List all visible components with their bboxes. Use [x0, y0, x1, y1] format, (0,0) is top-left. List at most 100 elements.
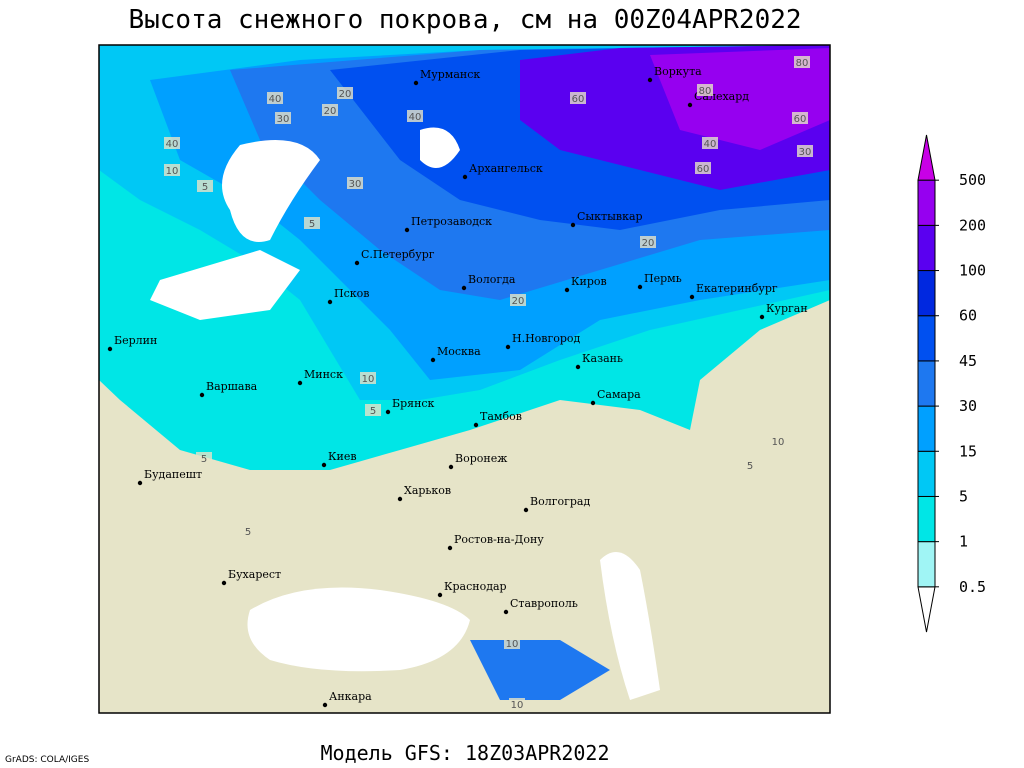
city-label: Брянск — [392, 397, 435, 410]
legend-label: 100 — [959, 262, 986, 280]
city-label: Тамбов — [480, 410, 522, 423]
map-title: Высота снежного покрова, см на 00Z04APR2… — [128, 5, 801, 35]
city-dot — [505, 344, 511, 350]
legend-label: 0.5 — [959, 578, 986, 596]
city-dot — [759, 314, 765, 320]
legend-label: 1 — [959, 533, 968, 551]
legend-box — [917, 224, 936, 272]
contour-label: 10 — [772, 437, 785, 448]
city-dot — [473, 422, 479, 428]
contour-label: 30 — [799, 147, 812, 158]
contour-label: 5 — [370, 406, 376, 417]
contour-label-bg — [304, 217, 320, 229]
legend-box — [917, 315, 936, 362]
city-dot — [221, 580, 227, 586]
legend-label: 15 — [959, 442, 977, 460]
contour-label: 60 — [572, 94, 585, 105]
contour-label-bg — [702, 137, 718, 149]
black-sea — [247, 587, 470, 672]
city-label: Киров — [571, 275, 607, 288]
city-dot — [570, 222, 576, 228]
city-label: Краснодар — [444, 580, 507, 593]
city-dot — [461, 285, 467, 291]
city-label: Архангельск — [469, 162, 543, 175]
contour-label-bg — [240, 525, 256, 537]
city-label: Вологда — [468, 273, 516, 286]
contour-label: 5 — [747, 461, 753, 472]
contour-label-bg — [197, 180, 213, 192]
contour-label: 10 — [511, 700, 524, 711]
contour-label: 80 — [699, 86, 712, 97]
city-dot — [385, 409, 391, 415]
city-label: Воркута — [654, 65, 702, 78]
contour-label: 40 — [409, 112, 422, 123]
contour-label: 5 — [309, 219, 315, 230]
contour-label: 5 — [201, 454, 207, 465]
contour-label-bg — [510, 294, 526, 306]
city-dot — [448, 464, 454, 470]
contour-label: 60 — [697, 164, 710, 175]
contour-label: 10 — [166, 166, 179, 177]
city-dot — [321, 462, 327, 468]
city-dot — [689, 294, 695, 300]
city-dot — [447, 545, 453, 551]
contour-label: 60 — [794, 114, 807, 125]
legend-box — [917, 495, 936, 543]
contour-label-bg — [509, 698, 525, 710]
contour-label-bg — [267, 92, 283, 104]
legend-label: 30 — [959, 397, 977, 415]
city-label: С.Петербург — [361, 248, 435, 261]
contour-label-bg — [365, 404, 381, 416]
legend-box — [917, 541, 936, 588]
legend-box — [917, 179, 936, 226]
contour-label-bg — [407, 110, 423, 122]
city-dot — [462, 174, 468, 180]
city-dot — [647, 77, 653, 83]
city-label: Варшава — [206, 380, 258, 393]
contour-label: 80 — [796, 58, 809, 69]
city-label: Мурманск — [420, 68, 480, 81]
city-dot — [437, 592, 443, 598]
contour-label-bg — [770, 435, 786, 447]
contour-label: 30 — [277, 114, 290, 125]
contour-label-bg — [360, 372, 376, 384]
footer: Модель GFS: 18Z03APR2022 — [321, 741, 610, 765]
city-label: Н.Новгород — [512, 332, 581, 345]
contour-label-bg — [504, 637, 520, 649]
city-dot — [575, 364, 581, 370]
city-dot — [327, 299, 333, 305]
baltic-sea — [222, 140, 320, 242]
legend-label: 60 — [959, 307, 977, 325]
legend-box — [917, 270, 936, 317]
map-frame — [98, 44, 831, 714]
city-dot — [404, 227, 410, 233]
city-label: Пермь — [644, 272, 682, 285]
city-label: Ростов-на-Дону — [454, 533, 544, 546]
legend-label: 5 — [959, 487, 968, 505]
contour-label-bg — [164, 137, 180, 149]
city-label: Берлин — [114, 334, 157, 347]
baltic-south — [150, 250, 300, 320]
city-label: Ставрополь — [510, 597, 578, 610]
city-label: Сыктывкар — [577, 210, 643, 223]
legend-label: 45 — [959, 352, 977, 370]
contour-label-bg — [347, 177, 363, 189]
contour-label-bg — [742, 459, 758, 471]
legend-label: 200 — [959, 216, 986, 234]
contour-label-bg — [640, 236, 656, 248]
city-label: Минск — [304, 368, 343, 381]
city-dot — [590, 400, 596, 406]
legend-box — [917, 450, 936, 497]
contour-label: 40 — [704, 139, 717, 150]
city-dot — [523, 507, 529, 513]
city-dot — [564, 287, 570, 293]
city-label: Екатеринбург — [696, 282, 778, 295]
white-sea — [420, 127, 460, 168]
legend-top-triangle — [917, 134, 936, 181]
city-label: Воронеж — [455, 452, 507, 465]
contour-label: 5 — [202, 182, 208, 193]
city-label: Волгоград — [530, 495, 590, 508]
snow-200 — [650, 48, 830, 150]
map-area — [98, 44, 831, 714]
contour-label-bg — [196, 452, 212, 464]
